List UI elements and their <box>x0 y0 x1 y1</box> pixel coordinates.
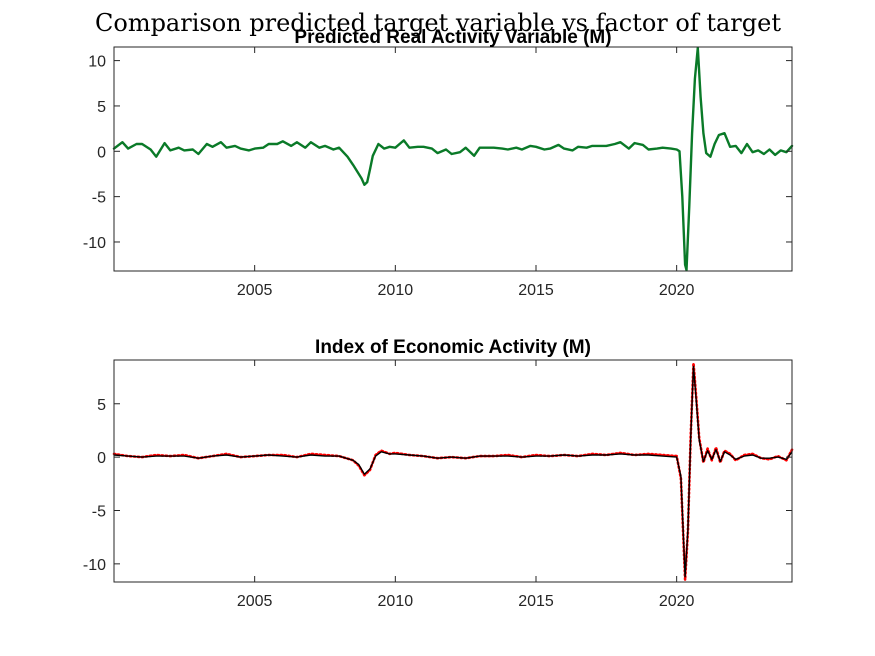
top-y-tick-label: 10 <box>88 54 106 71</box>
bottom-x-tick-label: 2005 <box>237 593 273 610</box>
bottom-x-tick-label: 2020 <box>659 593 695 610</box>
top-y-tick-label: -10 <box>83 235 106 252</box>
top-x-tick-label: 2020 <box>659 282 695 299</box>
bottom-series-line-1 <box>113 365 793 578</box>
top-y-tick-label: 0 <box>97 144 106 161</box>
top-x-tick-label: 2015 <box>518 282 554 299</box>
bottom-x-tick-label: 2015 <box>518 593 554 610</box>
axes-box-top <box>113 46 793 272</box>
bottom-ticks: 2005 2010 2015 2020 -10 -5 0 5 <box>83 360 792 610</box>
bottom-y-tick-label: -5 <box>92 503 106 520</box>
bottom-panel: 2005 2010 2015 2020 -10 -5 0 5 Index of Economi… <box>83 337 794 610</box>
top-series-group <box>112 46 794 272</box>
top-y-tick-label: -5 <box>92 190 106 207</box>
axes-box-bottom <box>113 359 793 583</box>
bottom-x-tick-label: 2010 <box>378 593 414 610</box>
top-x-tick-label: 2005 <box>237 282 273 299</box>
bottom-panel-title: Index of Economic Activity (M) <box>315 337 591 358</box>
bottom-y-tick-label: 5 <box>97 397 106 414</box>
bottom-y-tick-label: 0 <box>97 450 106 467</box>
top-panel-title: Predicted Real Activity Variable (M) <box>294 27 611 48</box>
top-ticks: 2005 2010 2015 2020 -10 -5 0 5 10 <box>83 47 792 299</box>
top-y-tick-label: 5 <box>97 99 106 116</box>
figure-suptitle: Comparison predicted target variable vs … <box>95 9 781 37</box>
top-series-line-0 <box>112 46 794 272</box>
bottom-y-tick-label: -10 <box>83 557 106 574</box>
top-x-tick-label: 2010 <box>378 282 414 299</box>
top-panel: 2005 2010 2015 2020 -10 -5 0 5 10 Predicted Real… <box>83 27 794 299</box>
bottom-series-group <box>112 361 794 582</box>
